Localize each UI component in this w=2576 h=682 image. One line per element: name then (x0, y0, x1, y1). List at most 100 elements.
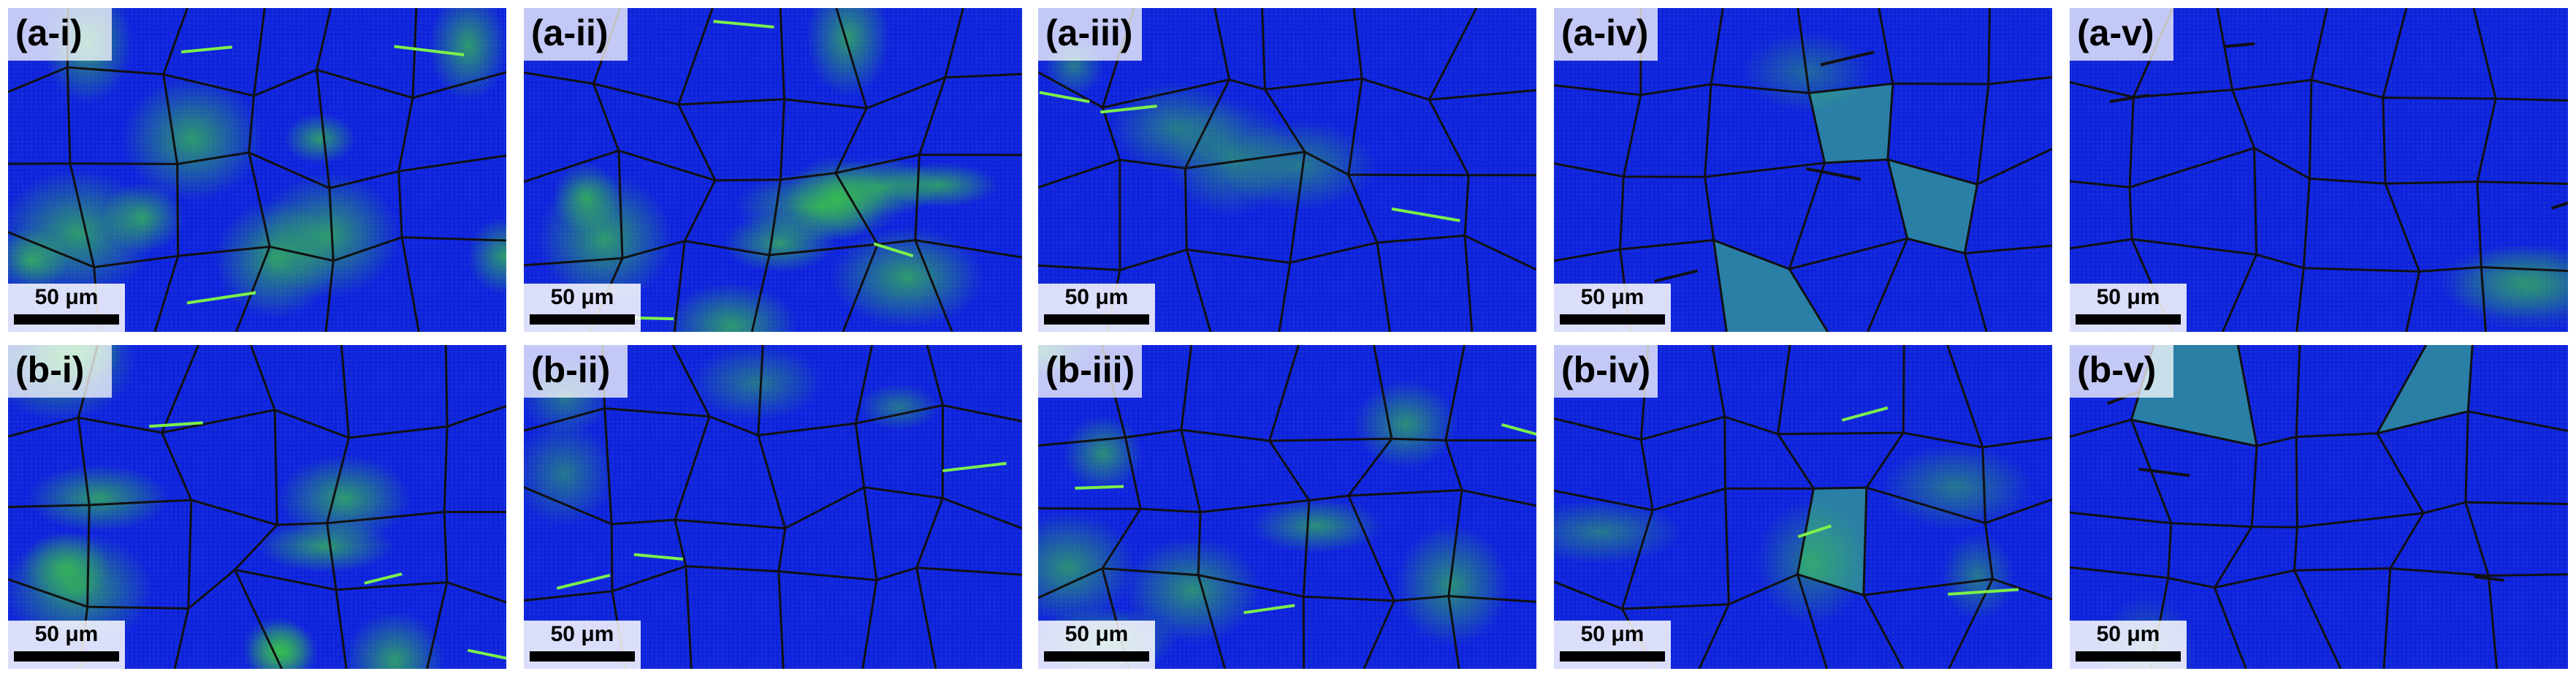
twin-boundary (1797, 524, 1832, 539)
grain-boundary (1347, 8, 1391, 332)
scale-label: 50 μm (551, 285, 614, 309)
grain-boundary (2213, 345, 2258, 669)
label-box (1554, 8, 1658, 61)
grain-boundary (914, 8, 964, 332)
scale-bar (14, 314, 119, 325)
label-box (1554, 345, 1658, 398)
grain-boundary (671, 345, 711, 669)
strain-region (1124, 537, 1261, 643)
strain-region (1554, 499, 1682, 565)
twin-boundary (467, 648, 506, 660)
strain-region (215, 200, 336, 319)
grain-boundary (750, 8, 785, 332)
strain-region (258, 519, 395, 573)
grain (1887, 159, 1978, 254)
strain-region (2447, 243, 2568, 331)
scale-label: 50 μm (2097, 285, 2160, 309)
grain-boundary (233, 345, 283, 669)
twin-boundary (713, 20, 774, 29)
grain-boundary (1347, 345, 1395, 669)
grain-boundary (1444, 345, 1466, 669)
panel-label: (a-ii) (531, 12, 609, 53)
panel-label: (b-ii) (531, 349, 610, 390)
panel-label: (b-iii) (1045, 349, 1135, 390)
twin-boundary (186, 291, 256, 305)
grain-boundary (854, 345, 878, 669)
micrograph (1554, 8, 2052, 332)
strain-region (345, 611, 445, 669)
scale-bar (14, 651, 119, 662)
scale-bar (2076, 651, 2181, 662)
panel: (b-iii) 50 μm (1038, 345, 1536, 669)
scale-label: 50 μm (35, 622, 99, 646)
grain-boundary (1704, 8, 1728, 332)
label-box (2070, 8, 2173, 61)
scale-label: 50 μm (1065, 285, 1129, 309)
scale-bar (1560, 651, 1665, 662)
scale-label: 50 μm (551, 622, 614, 646)
grain-boundary (1184, 8, 1231, 332)
panel-label: (a-v) (2077, 12, 2154, 53)
grain-boundary (153, 8, 188, 332)
panel-label: (b-v) (2077, 349, 2156, 390)
grain-boundary (1261, 8, 1306, 332)
twin-boundary (1039, 91, 1090, 104)
panel: (b-iv) 50 μm (1554, 345, 2052, 669)
scale-bar (530, 651, 635, 662)
twin-boundary (1948, 588, 2019, 596)
strain-region (524, 421, 614, 527)
scale-bar (1044, 314, 1149, 325)
strain-region (858, 383, 940, 431)
twin-boundary (1654, 269, 1698, 283)
grain-boundary (1963, 8, 1991, 332)
scale-label: 50 μm (2097, 622, 2160, 646)
grain-boundary (2472, 8, 2497, 332)
grain-boundary (1862, 345, 1905, 669)
strain-region (830, 227, 984, 328)
micrograph (524, 8, 1022, 332)
strain-region (735, 170, 904, 243)
grain-boundary (397, 8, 420, 332)
panel: (b-v) 50 μm (2070, 345, 2568, 669)
twin-boundary (1805, 167, 1861, 181)
scale-bar (1560, 314, 1665, 325)
grain-boundary (1698, 345, 1730, 669)
strain-region (665, 282, 798, 332)
twin-boundary (873, 242, 914, 258)
grain-boundary (1101, 345, 1142, 669)
strain-region (881, 162, 999, 208)
label-box (524, 345, 628, 398)
grain-boundary (1788, 8, 1829, 332)
strain-region (1395, 524, 1509, 646)
strain-region (1167, 99, 1293, 216)
grain-boundary (673, 8, 717, 332)
scale-label: 50 μm (35, 285, 99, 309)
panel-label: (a-i) (15, 12, 83, 53)
micrograph (524, 345, 1022, 669)
strain-region (1064, 415, 1143, 491)
grain-boundary (2464, 345, 2499, 669)
grain-boundary (315, 8, 335, 332)
panel: (b-i) 50 μm (8, 345, 506, 669)
grain-boundary (2128, 8, 2174, 332)
strain-region (102, 181, 185, 253)
grain-boundary (326, 345, 351, 669)
grain-boundary (1946, 345, 1994, 669)
micrograph (1554, 345, 2052, 669)
strain-region (806, 8, 890, 97)
strain-region (690, 345, 823, 421)
twin-boundary (942, 461, 1007, 473)
grain-boundary (161, 345, 199, 669)
twin-boundary (556, 574, 611, 590)
label-box (8, 8, 112, 61)
twin-boundary (1841, 406, 1889, 422)
twin-boundary (2109, 94, 2150, 103)
strain-region (1354, 380, 1458, 469)
scale-bar (530, 314, 635, 325)
micrograph (1038, 8, 1536, 332)
grain-boundary (2293, 345, 2342, 669)
twin-boundary (2138, 467, 2190, 477)
strain-region (467, 217, 506, 295)
strain-region (1251, 499, 1382, 553)
twin-boundary (2474, 575, 2504, 582)
